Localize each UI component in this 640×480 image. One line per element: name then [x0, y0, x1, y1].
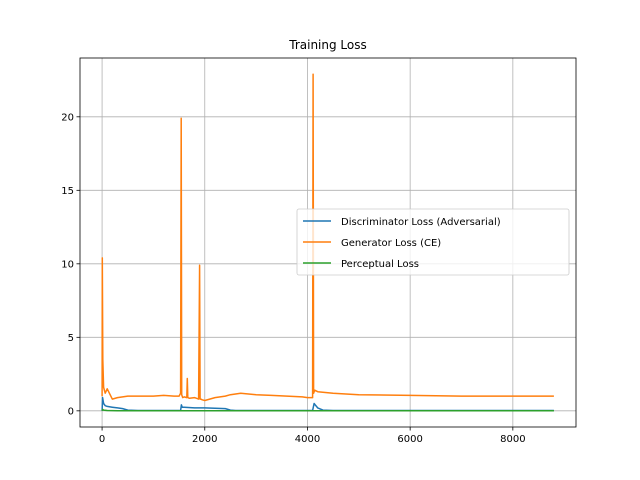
ticks: 0 2000 4000 6000 8000 0 5 10 15 20: [61, 112, 525, 445]
legend-box: [296, 208, 570, 276]
x-tick-label: 4000: [295, 434, 320, 445]
y-tick-label: 20: [61, 112, 74, 123]
series-line-2: [101, 408, 554, 412]
legend-label-1: Generator Loss (CE): [341, 238, 441, 249]
series-line-1: [101, 73, 554, 402]
legend-label-2: Perceptual Loss: [341, 259, 419, 270]
y-tick-label: 5: [68, 333, 74, 344]
series-layer: [101, 73, 554, 412]
legend: Discriminator Loss (Adversarial) Generato…: [296, 208, 570, 276]
y-tick-label: 15: [61, 186, 74, 197]
y-tick-label: 10: [61, 259, 74, 270]
x-tick-label: 2000: [192, 434, 217, 445]
x-tick-label: 0: [99, 434, 105, 445]
chart-title: Training Loss: [288, 38, 366, 52]
x-tick-label: 8000: [500, 434, 525, 445]
y-tick-label: 0: [68, 406, 74, 417]
plot-frame: [79, 57, 577, 428]
x-tick-label: 6000: [397, 434, 422, 445]
legend-label-0: Discriminator Loss (Adversarial): [341, 217, 501, 228]
